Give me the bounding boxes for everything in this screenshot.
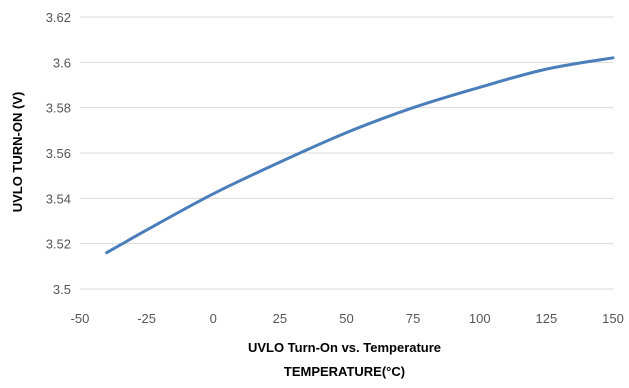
x-tick-label: 150 [602,311,624,326]
gridlines [80,16,613,290]
y-tick-label: 3.62 [46,10,71,25]
x-axis-ticks: -50 -25 0 25 50 75 100 125 150 [71,311,624,326]
x-tick-label: 100 [469,311,491,326]
y-axis-ticks: 3.5 3.52 3.54 3.56 3.58 3.6 3.62 [46,10,71,297]
x-tick-label: 0 [210,311,217,326]
x-tick-label: -25 [137,311,156,326]
x-tick-label: 75 [406,311,420,326]
y-tick-label: 3.5 [53,282,71,297]
y-tick-label: 3.52 [46,237,71,252]
y-tick-label: 3.6 [53,55,71,70]
chart-title: UVLO Turn-On vs. Temperature [247,340,442,355]
y-tick-label: 3.58 [46,101,71,116]
y-tick-label: 3.56 [46,146,71,161]
y-tick-label: 3.54 [46,191,71,206]
x-tick-label: 125 [536,311,558,326]
y-axis-label: UVLO TURN-ON (V) [10,92,25,213]
x-tick-label: 50 [339,311,353,326]
x-tick-label: 25 [273,311,287,326]
series-line [105,56,615,255]
series-lines [105,56,615,255]
x-axis-label: TEMPERATURE(°C) [283,364,406,379]
x-tick-label: -50 [71,311,90,326]
